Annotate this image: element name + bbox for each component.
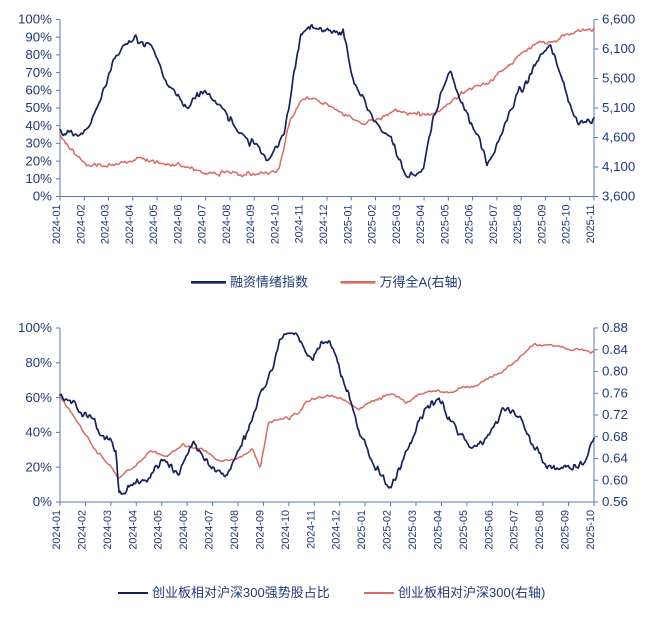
svg-text:2025-08: 2025-08 (512, 205, 524, 245)
svg-text:2025-06: 2025-06 (483, 510, 495, 550)
svg-text:2025-05: 2025-05 (458, 510, 470, 550)
svg-text:2025-10: 2025-10 (561, 205, 573, 245)
svg-text:2024-12: 2024-12 (318, 205, 330, 245)
svg-text:2024-07: 2024-07 (197, 205, 209, 245)
svg-text:2024-12: 2024-12 (331, 510, 343, 550)
svg-text:2024-02: 2024-02 (76, 510, 88, 550)
svg-text:2025-07: 2025-07 (509, 510, 521, 550)
svg-text:2024-01: 2024-01 (51, 205, 63, 245)
svg-text:创业板相对沪深300强势股占比: 创业板相对沪深300强势股占比 (152, 585, 330, 600)
svg-text:2024-11: 2024-11 (294, 205, 306, 244)
svg-text:5,600: 5,600 (602, 71, 635, 86)
svg-text:2024-06: 2024-06 (172, 205, 184, 245)
svg-text:0.60: 0.60 (602, 472, 628, 487)
svg-text:0.64: 0.64 (602, 451, 628, 466)
svg-text:2024-09: 2024-09 (245, 205, 257, 245)
svg-text:0.84: 0.84 (602, 342, 628, 357)
svg-text:2025-06: 2025-06 (464, 205, 476, 245)
svg-text:2024-07: 2024-07 (204, 510, 216, 550)
svg-text:2024-10: 2024-10 (269, 205, 281, 245)
svg-text:2025-08: 2025-08 (534, 510, 546, 550)
svg-text:0.68: 0.68 (602, 429, 628, 444)
svg-text:2024-09: 2024-09 (254, 510, 266, 550)
svg-text:5,100: 5,100 (602, 100, 635, 115)
svg-text:2025-07: 2025-07 (488, 205, 500, 245)
svg-text:20%: 20% (25, 153, 52, 168)
svg-text:2024-02: 2024-02 (75, 205, 87, 245)
svg-text:2024-03: 2024-03 (102, 510, 114, 550)
svg-text:50%: 50% (25, 100, 52, 115)
svg-text:60%: 60% (25, 390, 52, 405)
svg-text:2025-02: 2025-02 (367, 205, 379, 245)
svg-text:3,600: 3,600 (602, 189, 635, 204)
svg-text:2024-05: 2024-05 (148, 205, 160, 245)
svg-text:2024-05: 2024-05 (153, 510, 165, 550)
svg-text:80%: 80% (25, 47, 52, 62)
svg-text:2024-04: 2024-04 (124, 205, 136, 245)
svg-text:10%: 10% (25, 171, 52, 186)
svg-text:0.72: 0.72 (602, 407, 628, 422)
svg-text:70%: 70% (25, 65, 52, 80)
svg-text:100%: 100% (18, 12, 52, 27)
svg-text:2024-08: 2024-08 (229, 510, 241, 550)
svg-text:2024-06: 2024-06 (178, 510, 190, 550)
svg-text:0.56: 0.56 (602, 494, 628, 509)
svg-text:6,600: 6,600 (602, 12, 635, 27)
svg-text:2025-11: 2025-11 (585, 205, 597, 244)
svg-text:2024-11: 2024-11 (305, 510, 317, 549)
svg-text:2025-05: 2025-05 (439, 205, 451, 245)
svg-text:2024-08: 2024-08 (221, 205, 233, 245)
svg-text:2024-04: 2024-04 (127, 510, 139, 550)
svg-text:0.80: 0.80 (602, 364, 628, 379)
svg-text:2024-10: 2024-10 (280, 510, 292, 550)
svg-text:2025-03: 2025-03 (407, 510, 419, 550)
svg-text:80%: 80% (25, 355, 52, 370)
svg-text:2025-10: 2025-10 (585, 510, 597, 550)
svg-text:2025-03: 2025-03 (391, 205, 403, 245)
svg-text:2025-01: 2025-01 (356, 510, 368, 550)
svg-text:20%: 20% (25, 459, 52, 474)
svg-text:万得全A(右轴): 万得全A(右轴) (380, 275, 462, 290)
svg-text:2025-04: 2025-04 (432, 510, 444, 550)
svg-text:0.88: 0.88 (602, 320, 628, 335)
svg-text:2025-02: 2025-02 (382, 510, 394, 550)
svg-text:2024-01: 2024-01 (51, 510, 63, 550)
svg-text:2025-04: 2025-04 (415, 205, 427, 245)
svg-text:2024-03: 2024-03 (100, 205, 112, 245)
svg-text:40%: 40% (25, 118, 52, 133)
svg-text:2025-09: 2025-09 (536, 205, 548, 245)
svg-text:90%: 90% (25, 29, 52, 44)
svg-text:2025-01: 2025-01 (342, 205, 354, 245)
svg-text:30%: 30% (25, 136, 52, 151)
svg-text:6,100: 6,100 (602, 41, 635, 56)
svg-text:创业板相对沪深300(右轴): 创业板相对沪深300(右轴) (398, 585, 545, 600)
svg-text:0%: 0% (33, 189, 52, 204)
svg-text:2025-09: 2025-09 (560, 510, 572, 550)
svg-text:40%: 40% (25, 425, 52, 440)
svg-text:0.76: 0.76 (602, 385, 628, 400)
svg-text:0%: 0% (33, 494, 52, 509)
svg-text:融资情绪指数: 融资情绪指数 (230, 275, 308, 290)
svg-text:4,100: 4,100 (602, 159, 635, 174)
svg-text:60%: 60% (25, 83, 52, 98)
svg-text:4,600: 4,600 (602, 130, 635, 145)
svg-text:100%: 100% (18, 320, 52, 335)
